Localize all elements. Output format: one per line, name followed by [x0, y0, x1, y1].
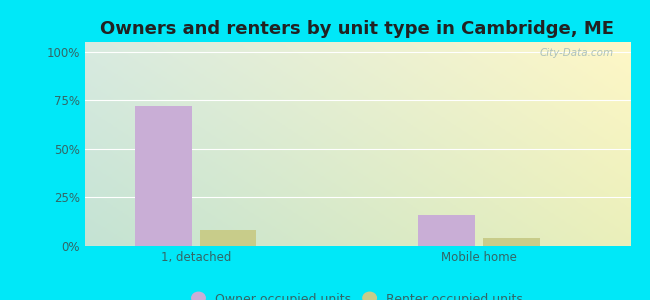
Text: City-Data.com: City-Data.com	[540, 48, 614, 58]
Bar	[418, 215, 474, 246]
Bar	[200, 230, 256, 246]
Bar	[135, 106, 192, 246]
Bar	[483, 238, 540, 246]
Title: Owners and renters by unit type in Cambridge, ME: Owners and renters by unit type in Cambr…	[101, 20, 614, 38]
Legend: Owner occupied units, Renter occupied units: Owner occupied units, Renter occupied un…	[188, 289, 526, 300]
